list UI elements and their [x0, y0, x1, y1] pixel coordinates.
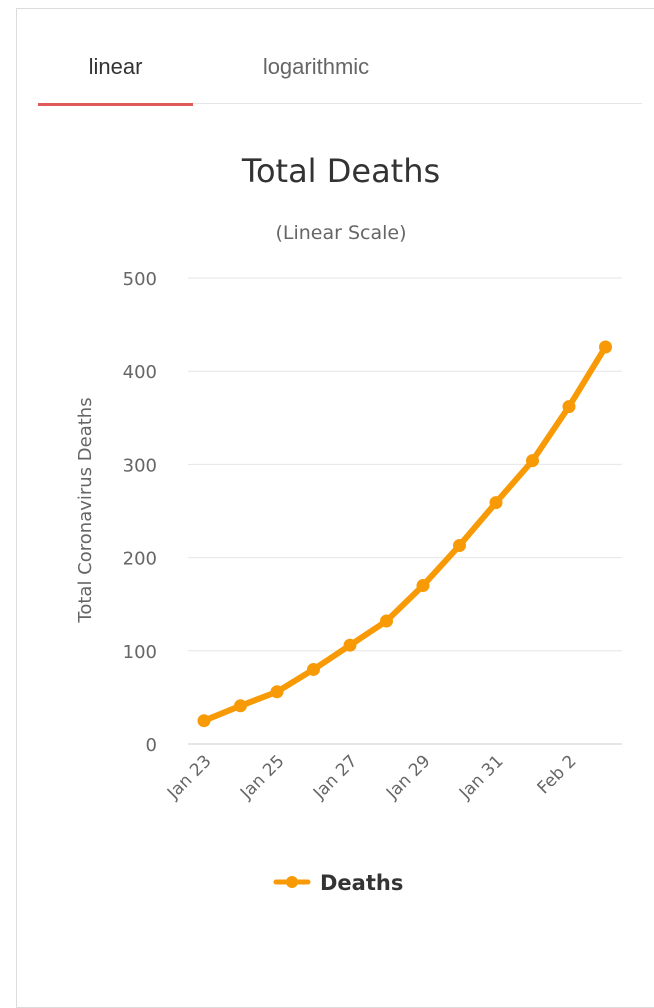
gridlines — [188, 277, 622, 745]
chart-subtitle: (Linear Scale) — [275, 222, 406, 244]
data-point[interactable] — [526, 454, 539, 468]
data-point[interactable] — [343, 638, 357, 652]
data-point[interactable] — [599, 340, 612, 354]
data-point[interactable] — [197, 714, 211, 728]
y-tick-label: 400 — [123, 362, 157, 383]
y-tick-label: 500 — [123, 269, 157, 290]
data-point[interactable] — [380, 614, 393, 628]
series-line — [201, 343, 609, 724]
data-point[interactable] — [234, 699, 247, 713]
series-deaths — [197, 340, 612, 728]
x-axis-ticks: Jan 23 Jan 25 Jan 27 Jan 29 Jan 31 Feb 2 — [163, 751, 581, 804]
y-tick-label: 300 — [123, 455, 157, 476]
legend[interactable]: Deaths — [273, 871, 403, 895]
data-point[interactable] — [270, 685, 284, 699]
chart-panel — [16, 8, 654, 1008]
x-tick-label: Jan 25 — [236, 751, 289, 804]
chart-title: Total Deaths — [241, 152, 440, 190]
y-tick-label: 100 — [123, 642, 157, 663]
x-tick-label: Jan 27 — [309, 751, 362, 804]
legend-label: Deaths — [320, 871, 403, 895]
y-tick-label: 0 — [146, 735, 157, 756]
tab-logarithmic[interactable]: logarithmic — [262, 54, 370, 79]
scale-tabs: linear logarithmic — [38, 40, 642, 108]
data-point[interactable] — [453, 538, 466, 552]
y-tick-label: 200 — [123, 549, 157, 570]
tab-linear[interactable]: linear — [38, 40, 193, 106]
y-axis-ticks: 0 100 200 300 400 500 — [123, 269, 157, 756]
legend-marker-icon — [286, 876, 298, 888]
x-tick-label: Jan 29 — [382, 751, 435, 804]
data-point[interactable] — [489, 496, 503, 510]
x-tick-label: Jan 23 — [163, 751, 216, 804]
data-point[interactable] — [416, 579, 430, 593]
tabs-divider — [193, 103, 642, 104]
data-point[interactable] — [562, 400, 576, 414]
x-tick-label: Jan 31 — [455, 751, 508, 804]
x-tick-label: Feb 2 — [534, 751, 581, 798]
y-axis-title: Total Coronavirus Deaths — [75, 397, 96, 623]
data-point[interactable] — [307, 662, 320, 676]
